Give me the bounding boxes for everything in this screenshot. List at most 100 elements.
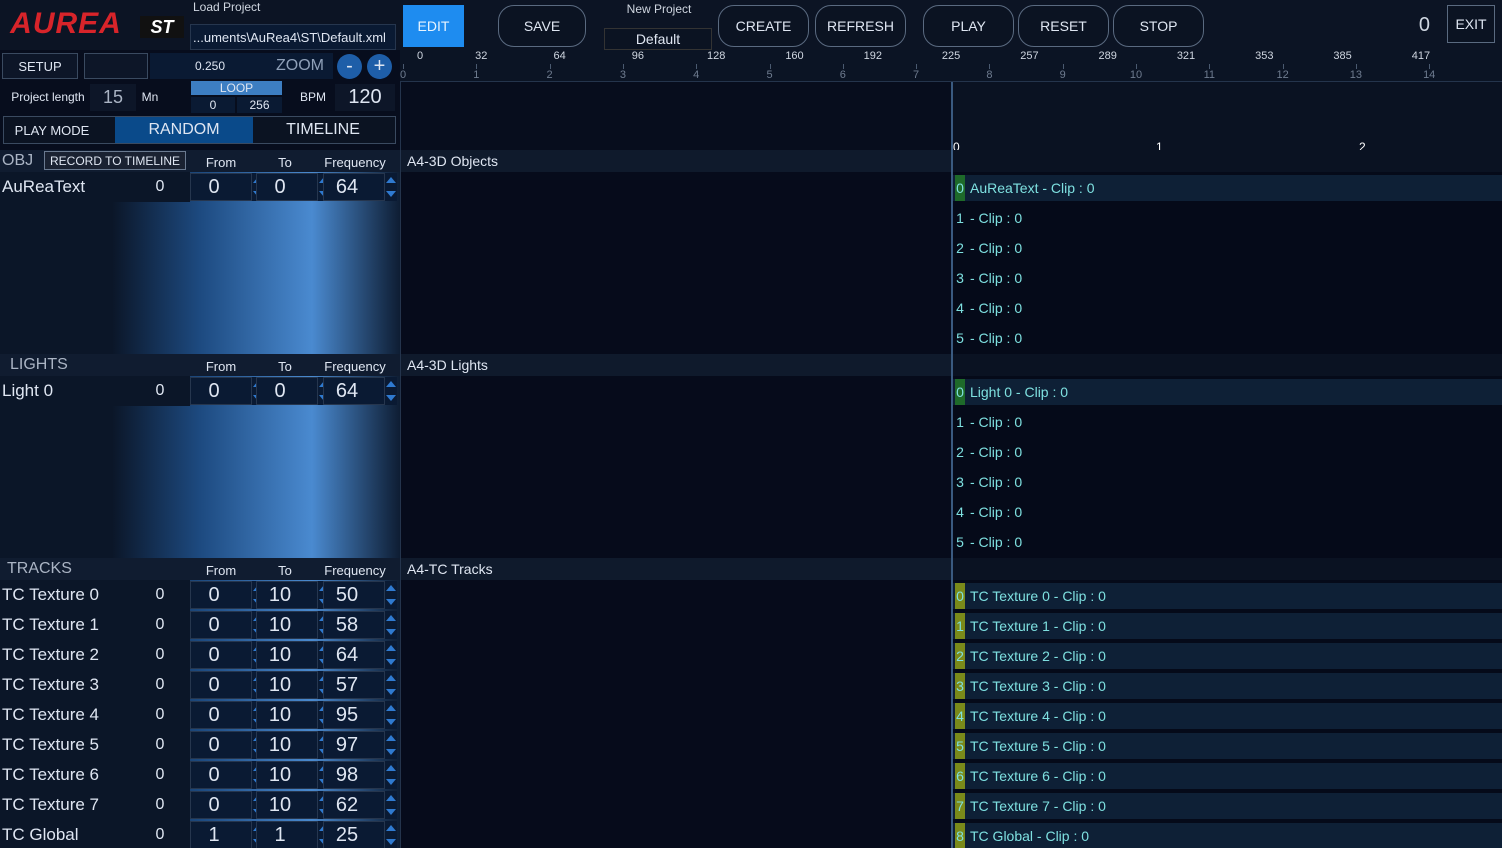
spin-to[interactable]: 10 [256, 731, 318, 759]
spin-frequency[interactable]: 50 [323, 581, 385, 609]
loop-start[interactable]: 0 [191, 97, 235, 113]
spinner[interactable] [385, 641, 397, 669]
spinner[interactable] [385, 173, 397, 201]
create-button[interactable]: CREATE [718, 5, 809, 47]
spin-to[interactable]: 10 [256, 611, 318, 639]
mode-timeline[interactable]: TIMELINE [286, 121, 360, 138]
spin-frequency[interactable]: 64 [323, 377, 385, 405]
clip-label[interactable]: - Clip : 0 [970, 414, 1023, 430]
clip-label[interactable]: TC Texture 3 - Clip : 0 [970, 678, 1106, 694]
spinner[interactable] [385, 377, 397, 405]
spin-from[interactable]: 0 [190, 581, 252, 609]
arrow-up [386, 585, 396, 591]
ruler-tick [1282, 64, 1284, 69]
clip-label[interactable]: TC Texture 1 - Clip : 0 [970, 618, 1106, 634]
spin-frequency[interactable]: 97 [323, 731, 385, 759]
zoom-out[interactable]: - [337, 54, 362, 79]
spin-to[interactable]: 10 [256, 761, 318, 789]
clip-label[interactable]: TC Global - Clip : 0 [970, 828, 1090, 844]
spin-to[interactable]: 10 [256, 641, 318, 669]
clip-label[interactable]: - Clip : 0 [970, 534, 1023, 550]
clip-label[interactable]: TC Texture 4 - Clip : 0 [970, 708, 1106, 724]
spin-from[interactable]: 0 [190, 731, 252, 759]
spin-to[interactable]: 10 [256, 671, 318, 699]
spin-frequency[interactable]: 64 [323, 173, 385, 201]
spin-to[interactable]: 0 [256, 377, 318, 405]
clip-label[interactable]: - Clip : 0 [970, 210, 1023, 226]
row-name: TC Texture 6 [2, 765, 100, 784]
spin-from[interactable]: 0 [190, 611, 252, 639]
clip-label[interactable]: AuReaText - Clip : 0 [970, 180, 1095, 196]
clip-label[interactable]: - Clip : 0 [970, 240, 1023, 256]
spin-from[interactable]: 0 [190, 377, 252, 405]
spin-from[interactable]: 0 [190, 761, 252, 789]
spin-frequency[interactable]: 62 [323, 791, 385, 819]
clip-row [953, 763, 1502, 789]
clip-label[interactable]: TC Texture 0 - Clip : 0 [970, 588, 1106, 604]
spin-to[interactable]: 10 [256, 791, 318, 819]
clip-index: 3 [956, 270, 964, 286]
loop-end[interactable]: 256 [237, 97, 282, 113]
ruler-beat: 417 [1411, 50, 1431, 62]
section-header-center [400, 558, 951, 580]
clip-label[interactable]: - Clip : 0 [970, 330, 1023, 346]
clip-label[interactable]: TC Texture 5 - Clip : 0 [970, 738, 1106, 754]
column-label: To [278, 562, 292, 578]
zoom-in[interactable]: + [367, 54, 392, 79]
spin-frequency[interactable]: 57 [323, 671, 385, 699]
spin-from[interactable]: 0 [190, 671, 252, 699]
clip-label[interactable]: TC Texture 7 - Clip : 0 [970, 798, 1106, 814]
spin-from[interactable]: 1 [190, 821, 252, 848]
play-button[interactable]: PLAY [923, 5, 1014, 47]
reset-button[interactable]: RESET [1018, 5, 1109, 47]
new-project-name[interactable]: Default [604, 28, 712, 50]
setup-button[interactable]: SETUP [2, 53, 78, 79]
record-button[interactable]: RECORD TO TIMELINE [44, 151, 186, 170]
edit-button[interactable]: EDIT [403, 5, 464, 47]
project-length-value[interactable]: 15 [90, 84, 136, 111]
clip-label[interactable]: TC Texture 2 - Clip : 0 [970, 648, 1106, 664]
spinner[interactable] [385, 611, 397, 639]
spin-from[interactable]: 0 [190, 641, 252, 669]
spin-frequency[interactable]: 64 [323, 641, 385, 669]
spin-to[interactable]: 10 [256, 581, 318, 609]
save-button[interactable]: SAVE [498, 5, 586, 47]
bpm-value[interactable]: 120 [335, 84, 395, 111]
spinner[interactable] [385, 671, 397, 699]
spinner[interactable] [385, 581, 397, 609]
loop-label[interactable]: LOOP [191, 81, 282, 95]
spin-frequency[interactable]: 58 [323, 611, 385, 639]
clip-index: 4 [955, 703, 965, 729]
clip-label[interactable]: TC Texture 6 - Clip : 0 [970, 768, 1106, 784]
clip-label[interactable]: - Clip : 0 [970, 504, 1023, 520]
clip-label[interactable]: - Clip : 0 [970, 444, 1023, 460]
spinner[interactable] [385, 731, 397, 759]
spin-from[interactable]: 0 [190, 173, 252, 201]
clip-label[interactable]: - Clip : 0 [970, 270, 1023, 286]
spin-frequency[interactable]: 25 [323, 821, 385, 848]
clip-label[interactable]: Light 0 - Clip : 0 [970, 384, 1069, 400]
spin-to[interactable]: 1 [256, 821, 318, 848]
refresh-button[interactable]: REFRESH [815, 5, 906, 47]
arrow-down [386, 191, 396, 197]
spinner[interactable] [385, 701, 397, 729]
spinner[interactable] [385, 791, 397, 819]
clip-label[interactable]: - Clip : 0 [970, 474, 1023, 490]
project-path[interactable]: ...uments\AuRea4\ST\Default.xml [190, 24, 396, 50]
clip-label[interactable]: - Clip : 0 [970, 300, 1023, 316]
spin-frequency[interactable]: 98 [323, 761, 385, 789]
stop-button[interactable]: STOP [1113, 5, 1204, 47]
spin-from[interactable]: 0 [190, 701, 252, 729]
exit-button[interactable]: EXIT [1447, 5, 1495, 43]
spin-to[interactable]: 0 [256, 173, 318, 201]
spinner[interactable] [385, 821, 397, 848]
spinner[interactable] [385, 761, 397, 789]
ruler-bar: 0 [400, 69, 407, 81]
ruler-beat: 0 [416, 50, 424, 62]
clip-index: 6 [955, 763, 965, 789]
spin-frequency[interactable]: 95 [323, 701, 385, 729]
spin-from[interactable]: 0 [190, 791, 252, 819]
mode-random[interactable]: RANDOM [115, 117, 253, 143]
spin-to[interactable]: 10 [256, 701, 318, 729]
ruler-tick [769, 64, 771, 69]
